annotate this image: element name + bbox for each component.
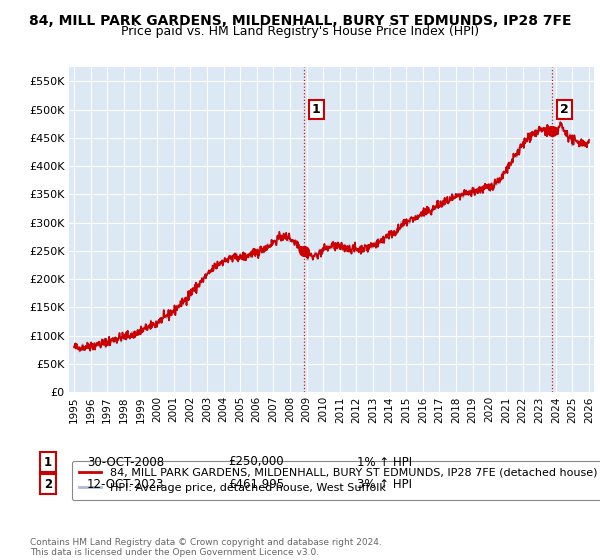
- Legend: 84, MILL PARK GARDENS, MILDENHALL, BURY ST EDMUNDS, IP28 7FE (detached house), H: 84, MILL PARK GARDENS, MILDENHALL, BURY …: [72, 461, 600, 500]
- Text: 1: 1: [312, 103, 321, 116]
- Text: 30-OCT-2008: 30-OCT-2008: [87, 455, 164, 469]
- Text: Contains HM Land Registry data © Crown copyright and database right 2024.
This d: Contains HM Land Registry data © Crown c…: [30, 538, 382, 557]
- Text: 1% ↑ HPI: 1% ↑ HPI: [357, 455, 412, 469]
- Text: 2: 2: [44, 478, 52, 491]
- Text: Price paid vs. HM Land Registry's House Price Index (HPI): Price paid vs. HM Land Registry's House …: [121, 25, 479, 38]
- Text: 12-OCT-2023: 12-OCT-2023: [87, 478, 164, 491]
- Text: 84, MILL PARK GARDENS, MILDENHALL, BURY ST EDMUNDS, IP28 7FE: 84, MILL PARK GARDENS, MILDENHALL, BURY …: [29, 14, 571, 28]
- Text: 3% ↑ HPI: 3% ↑ HPI: [357, 478, 412, 491]
- Text: £461,995: £461,995: [228, 478, 284, 491]
- Text: £250,000: £250,000: [228, 455, 284, 469]
- Text: 1: 1: [44, 455, 52, 469]
- Text: 2: 2: [560, 103, 569, 116]
